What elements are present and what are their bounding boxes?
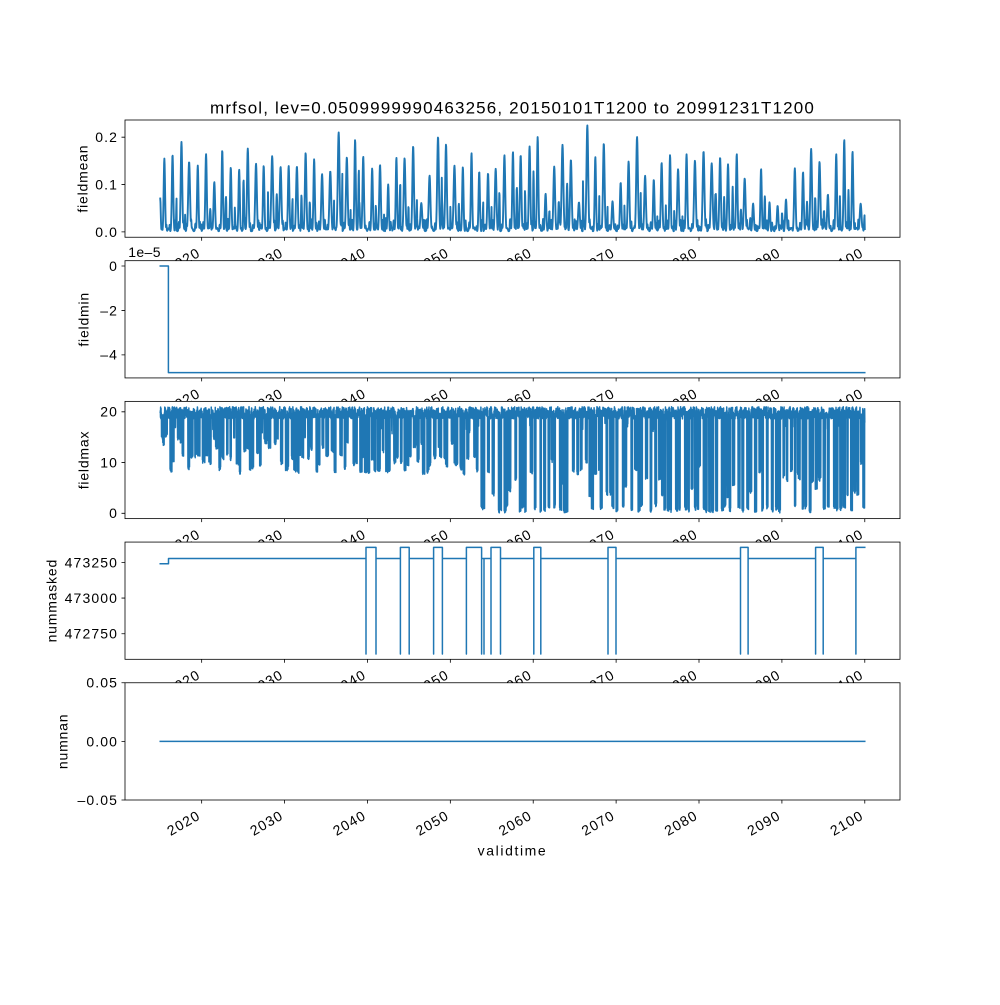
svg-text:fieldmin: fieldmin: [76, 292, 92, 347]
svg-text:numnan: numnan: [55, 714, 71, 769]
svg-text:0.00: 0.00: [86, 733, 118, 749]
svg-text:0: 0: [109, 505, 118, 521]
svg-text:–2: –2: [100, 302, 118, 318]
svg-text:fieldmax: fieldmax: [76, 431, 92, 490]
svg-text:0: 0: [109, 258, 118, 274]
svg-text:472750: 472750: [65, 626, 118, 642]
svg-text:0.0: 0.0: [95, 224, 118, 240]
svg-text:0.1: 0.1: [95, 176, 118, 192]
svg-text:20: 20: [100, 404, 118, 420]
svg-text:nummasked: nummasked: [44, 559, 60, 642]
svg-text:validtime: validtime: [478, 843, 548, 859]
svg-text:0.05: 0.05: [86, 675, 118, 691]
svg-text:–0.05: –0.05: [77, 792, 118, 808]
svg-text:473000: 473000: [65, 590, 118, 606]
svg-text:mrfsol, lev=0.0509999990463256: mrfsol, lev=0.0509999990463256, 20150101…: [210, 98, 815, 117]
svg-text:473250: 473250: [65, 554, 118, 570]
svg-text:1e–5: 1e–5: [128, 244, 161, 260]
svg-text:0.2: 0.2: [95, 129, 118, 145]
svg-text:10: 10: [100, 454, 118, 470]
svg-text:–4: –4: [100, 347, 118, 363]
svg-text:fieldmean: fieldmean: [75, 145, 91, 213]
